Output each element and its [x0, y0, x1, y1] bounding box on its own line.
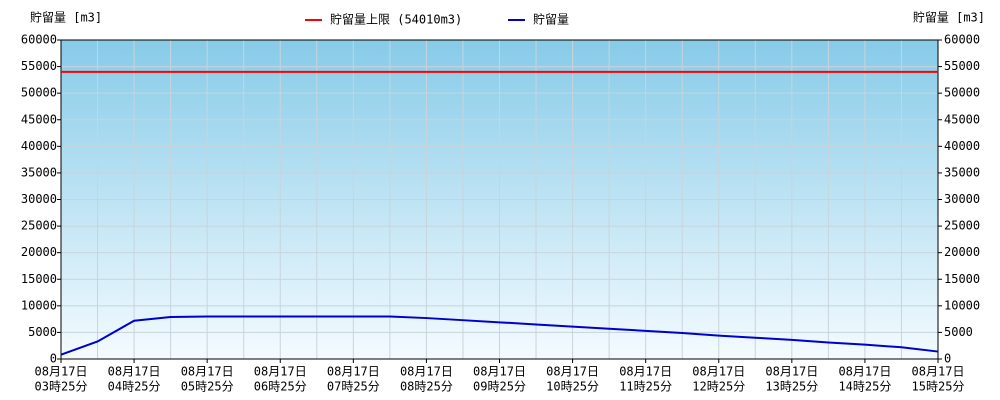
x-tick-label: 11時25分: [619, 380, 672, 394]
y2-tick-label: 20000: [944, 245, 980, 259]
x-tick-label: 08月17日: [692, 365, 745, 379]
plot-border: [60, 39, 939, 360]
x-tick-label: 03時25分: [35, 380, 88, 394]
y-tick-label: 20000: [21, 245, 57, 259]
y2-tick-label: 30000: [944, 192, 980, 206]
x-tick-label: 08月17日: [473, 365, 526, 379]
y2-tick-label: 35000: [944, 165, 980, 179]
y-tick-label: 10000: [21, 298, 57, 312]
x-tick-label: 15時25分: [912, 380, 965, 394]
y-tick-label: 40000: [21, 139, 57, 153]
x-tick-label: 08月17日: [254, 365, 307, 379]
y-tick-label: 35000: [21, 165, 57, 179]
y-tick-label: 15000: [21, 272, 57, 286]
x-tick-label: 08月17日: [546, 365, 599, 379]
y2-tick-label: 55000: [944, 59, 980, 73]
y-tick-label: 50000: [21, 86, 57, 100]
x-tick-label: 08時25分: [400, 380, 453, 394]
y2-tick-label: 45000: [944, 112, 980, 126]
x-tick-label: 14時25分: [838, 380, 891, 394]
x-tick-label: 07時25分: [327, 380, 380, 394]
x-tick-label: 05時25分: [181, 380, 234, 394]
y-tick-label: 45000: [21, 112, 57, 126]
x-tick-label: 08月17日: [838, 365, 891, 379]
x-tick-label: 08月17日: [181, 365, 234, 379]
y2-tick-label: 15000: [944, 272, 980, 286]
x-tick-label: 08月17日: [108, 365, 161, 379]
y-tick-label: 60000: [21, 33, 57, 47]
legend-label: 貯留量: [533, 13, 569, 27]
y2-tick-label: 40000: [944, 139, 980, 153]
y-tick-label: 0: [50, 352, 57, 366]
y2-tick-label: 25000: [944, 219, 980, 233]
y-tick-label: 5000: [28, 325, 57, 339]
y-tick-label: 30000: [21, 192, 57, 206]
y2-tick-label: 10000: [944, 298, 980, 312]
data-line: [60, 315, 939, 356]
x-tick-label: 08月17日: [327, 365, 380, 379]
x-tick-label: 08月17日: [765, 365, 818, 379]
y2-tick-label: 50000: [944, 86, 980, 100]
x-tick-label: 06時25分: [254, 380, 307, 394]
y2-tick-label: 0: [944, 352, 951, 366]
x-tick-label: 08月17日: [35, 365, 88, 379]
y-tick-label: 55000: [21, 59, 57, 73]
y-tick-label: 25000: [21, 219, 57, 233]
x-tick-label: 08月17日: [912, 365, 965, 379]
x-tick-label: 12時25分: [692, 380, 745, 394]
x-tick-label: 10時25分: [546, 380, 599, 394]
x-tick-label: 09時25分: [473, 380, 526, 394]
legend-label: 貯留量上限 (54010m3): [330, 13, 462, 27]
y2-tick-label: 5000: [944, 325, 973, 339]
x-tick-label: 08月17日: [400, 365, 453, 379]
y2-axis-title: 貯留量 [m3]: [913, 11, 985, 25]
y-axis-title: 貯留量 [m3]: [30, 11, 102, 25]
x-tick-label: 08月17日: [619, 365, 672, 379]
x-tick-label: 13時25分: [765, 380, 818, 394]
y2-tick-label: 60000: [944, 33, 980, 47]
x-tick-label: 04時25分: [108, 380, 161, 394]
